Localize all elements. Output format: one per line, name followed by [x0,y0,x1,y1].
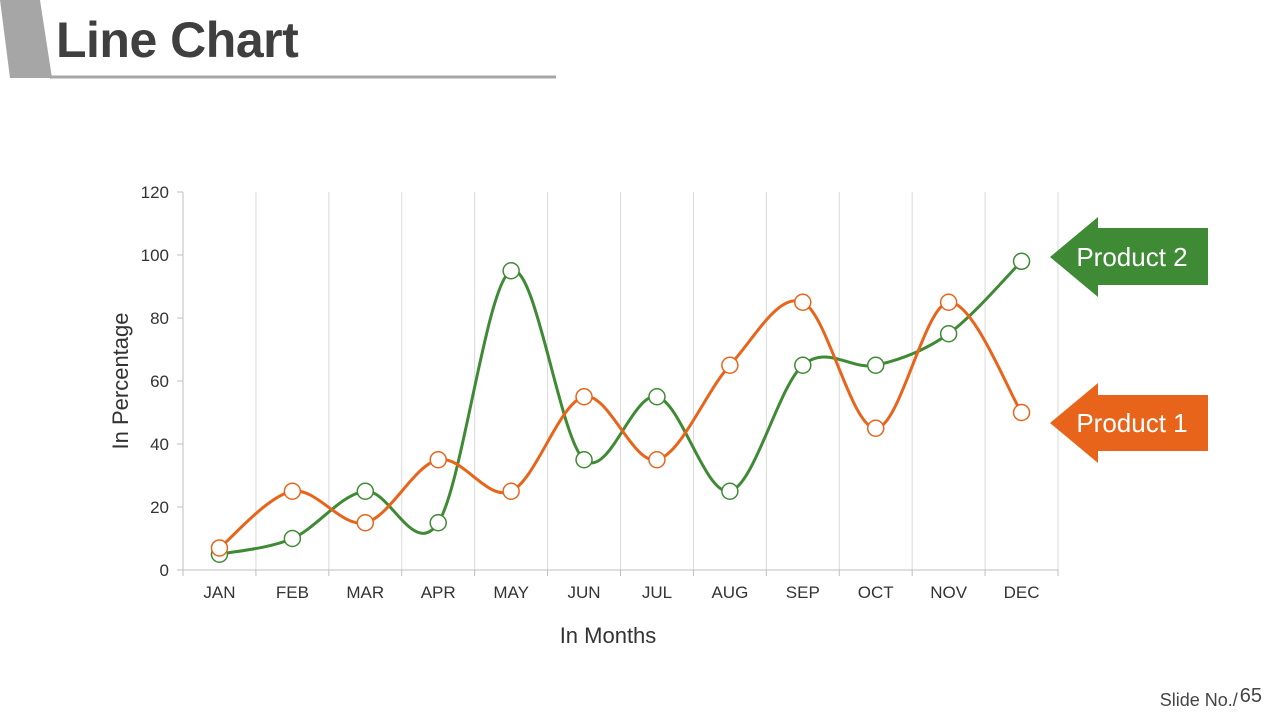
page-title: Line Chart [56,12,299,68]
data-point-product1 [866,419,885,437]
x-tick-label: OCT [858,583,894,602]
x-tick-label: MAY [493,583,529,602]
x-tick-label: NOV [930,583,968,602]
product2-callout: Product 2 [1050,217,1208,297]
data-point-product1 [721,356,739,374]
x-axis-title: In Months [560,623,657,648]
product1-callout: Product 1 [1050,383,1208,463]
x-tick-label: FEB [276,583,309,602]
slide-number-label: Slide No./ [1159,690,1238,710]
data-point-product1 [575,388,593,406]
data-point-product1 [648,451,666,469]
y-axis-title: In Percentage [108,313,133,450]
product2-label: Product 2 [1076,242,1187,272]
data-point-product1 [502,482,520,500]
x-tick-label: MAR [346,583,384,602]
data-point-product2 [866,356,885,374]
product1-label: Product 1 [1076,408,1187,438]
y-tick-label: 120 [141,183,169,202]
data-point-product2 [575,451,593,469]
grid-lines [255,192,1059,570]
data-point-product2 [429,514,447,532]
x-tick-label: JAN [203,583,235,602]
data-point-product1 [210,539,229,557]
product1-arrow [1050,383,1208,463]
x-tick-label: APR [421,583,456,602]
data-point-product1 [429,451,447,469]
data-point-product1 [1012,403,1031,422]
y-tick-label: 60 [150,372,169,391]
data-point-product1 [939,293,958,311]
data-point-product2 [502,262,520,280]
data-point-product2 [794,356,812,374]
y-tick-label: 100 [141,246,169,265]
x-tick-label: AUG [711,583,748,602]
title-accent [0,0,556,79]
data-point-product1 [283,482,302,500]
x-tick-label: JUN [568,583,601,602]
data-point-product2 [939,325,958,343]
y-tick-label: 20 [150,498,169,517]
product2-arrow [1050,217,1208,297]
x-tick-label: DEC [1004,583,1040,602]
data-point-product1 [356,514,375,532]
slide-number-value: 65 [1239,685,1262,707]
slide-number: Slide No./65 [1159,685,1262,712]
series-layer [210,252,1031,563]
x-tick-label: SEP [786,583,820,602]
data-point-product2 [283,529,302,548]
y-tick-label: 80 [150,309,169,328]
y-tick-label: 40 [150,435,169,454]
data-point-product1 [794,293,812,311]
data-point-product2 [721,482,739,500]
x-tick-label: JUL [642,583,672,602]
y-tick-label: 0 [160,561,169,580]
data-point-product2 [648,388,666,406]
data-point-product2 [1012,252,1031,271]
axes: 0 20 40 60 80 100 120 JAN FEB MAR APR MAY JUN JUL AUG S… [141,183,1059,602]
data-point-product2 [356,482,375,500]
